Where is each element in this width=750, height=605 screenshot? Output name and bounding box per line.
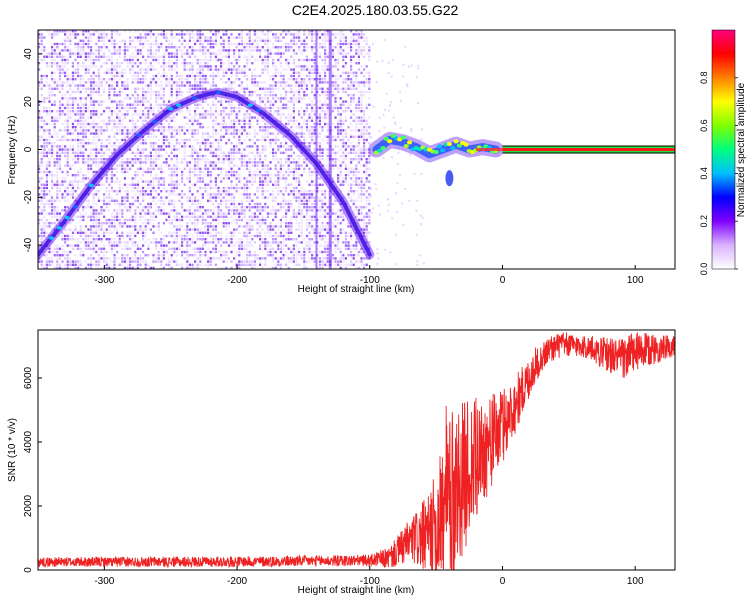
- snr-x-tick-label: 100: [627, 576, 644, 587]
- colorbar-tick-label: 0.6: [699, 119, 709, 132]
- colorbar-tick-label: 0.2: [699, 215, 709, 228]
- side-lobe: [445, 170, 453, 186]
- spectrogram-xlabel: Height of straight line (km): [298, 284, 415, 295]
- colorbar-tick-label: 0.4: [699, 167, 709, 180]
- snr-x-tick-label: -300: [94, 576, 114, 587]
- snr-x-tick-label: 0: [500, 576, 506, 587]
- steady-carrier: [502, 148, 675, 151]
- snr-line: [38, 332, 675, 569]
- snr-x-tick-label: -200: [227, 576, 247, 587]
- colorbar-tick-label: 0.8: [699, 72, 709, 85]
- spectrogram-data: [38, 30, 675, 269]
- spectrogram-noise-field: [38, 30, 425, 269]
- snr-y-tick-label: 4000: [23, 430, 34, 453]
- spectrogram-vertical-streak: [315, 30, 317, 269]
- snr-ylabel: SNR (10 * v/v): [7, 418, 18, 482]
- colorbar: 0.0 0.2 0.4 0.6 0.8 Normalized spectral ampl…: [699, 30, 747, 275]
- colorbar-tick-label: 0.0: [699, 263, 709, 276]
- spectrogram-ylabel: Frequency (Hz): [7, 116, 18, 185]
- snr-y-tick-label: 6000: [23, 366, 34, 389]
- snr-y-tick-label: 0: [23, 567, 34, 573]
- spectrogram-y-axis: -40 -20 0 20 40: [23, 48, 42, 252]
- spectrogram-x-tick-label: -200: [227, 275, 247, 286]
- spectrogram-x-tick-label: 100: [627, 275, 644, 286]
- snr-frame: [38, 330, 675, 570]
- spectrogram-y-tick-label: -20: [23, 190, 34, 205]
- snr-data: [38, 332, 675, 569]
- spectrogram-y-tick-label: 0: [23, 146, 34, 152]
- snr-xlabel: Height of straight line (km): [298, 585, 415, 596]
- snr-y-axis: 0 2000 4000 6000: [23, 366, 42, 572]
- spectrogram-vertical-streak: [329, 30, 332, 269]
- colorbar-label: Normalized spectral amplitude: [736, 82, 747, 217]
- spectrogram-y-tick-label: 20: [23, 96, 34, 108]
- snr-y-tick-label: 2000: [23, 494, 34, 517]
- colorbar-gradient: [712, 30, 735, 269]
- spectrogram-y-tick-label: -40: [23, 237, 34, 252]
- figure-title: C2E4.2025.180.03.55.G22: [292, 2, 459, 18]
- spectrogram-x-tick-label: -300: [94, 275, 114, 286]
- spectrogram-y-tick-label: 40: [23, 48, 34, 60]
- spectrogram-x-tick-label: 0: [500, 275, 506, 286]
